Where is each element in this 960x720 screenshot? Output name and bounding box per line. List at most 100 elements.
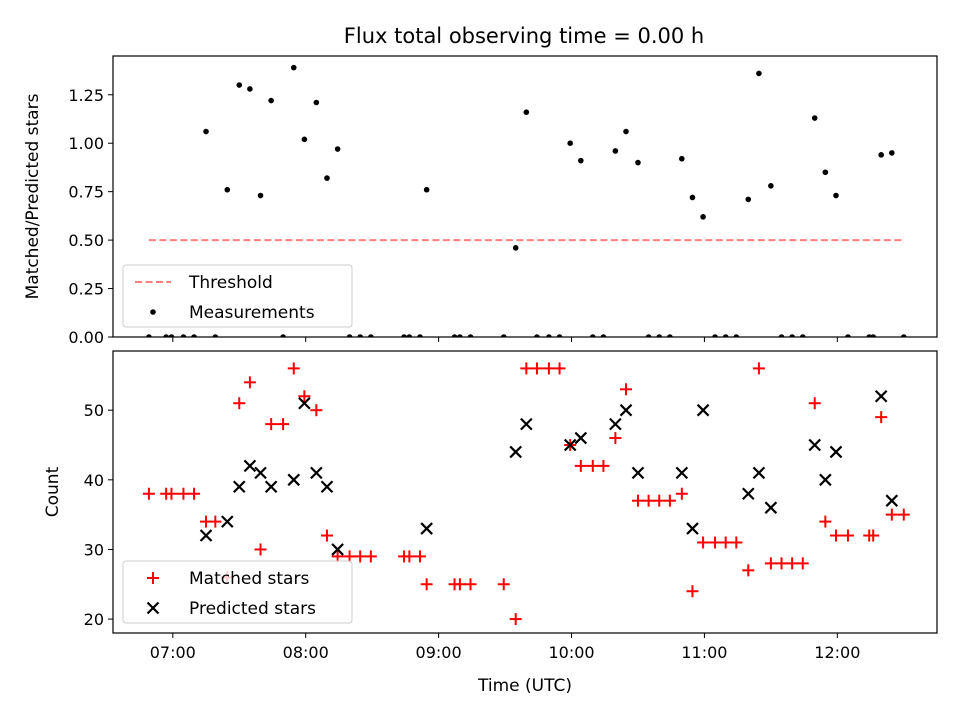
- measurement-point: [534, 334, 540, 337]
- x-tick-label: 08:00: [283, 643, 329, 662]
- marker-stroke: [752, 466, 766, 480]
- matched-star-point: [209, 515, 222, 528]
- measurement-point: [417, 334, 423, 337]
- marker-stroke: [631, 466, 645, 480]
- matched-star-point: [497, 578, 510, 591]
- count-panel: 20 30 40 50 07:00 08:00 09:00 10:00 11:00 12:00 Co…: [43, 350, 938, 696]
- predicted-star-point: [764, 501, 778, 514]
- predicted-star-point: [631, 466, 645, 480]
- predicted-star-point: [686, 522, 699, 535]
- y-tick-label: 0.00: [68, 328, 104, 347]
- matched-star-point: [453, 578, 466, 591]
- legend: Threshold Measurements: [122, 264, 353, 328]
- marker-stroke: [232, 480, 246, 494]
- x-axis-label: Time (UTC): [477, 676, 572, 696]
- measurement-point: [833, 192, 839, 199]
- measurement-point: [900, 334, 907, 337]
- measurement-point: [500, 334, 507, 337]
- marker-stroke: [819, 473, 832, 487]
- measurement-point: [280, 334, 286, 337]
- predicted-star-point: [574, 431, 588, 445]
- marker-stroke: [331, 543, 344, 556]
- measurement-point: [556, 334, 563, 337]
- measurement-point: [324, 175, 330, 181]
- measurement-point: [290, 64, 297, 71]
- matched-star-point: [574, 459, 587, 472]
- x-tick-label: 11:00: [681, 643, 727, 662]
- matched-star-point: [609, 432, 622, 445]
- marker-stroke: [420, 522, 433, 535]
- legend-label: Matched stars: [189, 569, 309, 589]
- legend-matched-symbol: [147, 572, 159, 584]
- matched-star-point: [310, 404, 323, 417]
- legend-label: Predicted stars: [189, 599, 316, 619]
- marker-stroke: [741, 487, 755, 501]
- marker-stroke: [829, 445, 843, 459]
- measurement-point: [700, 214, 706, 220]
- measurement-point: [811, 115, 818, 121]
- matched-star-point: [354, 550, 367, 563]
- matched-star-point: [265, 418, 278, 431]
- matched-star-point: [287, 362, 300, 375]
- predicted-star-point: [232, 480, 246, 494]
- predicted-star-point: [310, 466, 323, 480]
- predicted-star-point: [264, 480, 278, 494]
- matched-star-point: [675, 487, 688, 500]
- measurement-point: [168, 334, 175, 337]
- y-tick-label: 50: [84, 401, 104, 420]
- matched-star-point: [686, 585, 699, 598]
- measurement-point: [600, 334, 607, 337]
- predicted-star-point: [298, 396, 311, 410]
- matched-star-point: [188, 487, 201, 500]
- measurement-point: [313, 99, 320, 106]
- matched-star-point: [364, 550, 377, 563]
- matched-star-point: [343, 550, 356, 563]
- measurement-point: [567, 140, 573, 147]
- measurement-point: [679, 155, 685, 162]
- matched-star-point: [897, 508, 910, 521]
- marker-stroke: [520, 417, 533, 431]
- predicted-star-point: [696, 403, 710, 417]
- matched-star-point: [277, 418, 290, 431]
- measurement-point: [224, 186, 231, 193]
- predicted-star-point: [221, 515, 234, 528]
- matched-star-point: [867, 529, 880, 542]
- measurement-point: [635, 159, 641, 166]
- measurement-point: [180, 334, 187, 337]
- matched-star-point: [841, 529, 854, 542]
- predicted-star-point: [199, 529, 213, 542]
- legend: Matched stars Predicted stars: [122, 560, 353, 624]
- marker-stroke: [221, 515, 234, 528]
- axes-frame: [112, 55, 938, 338]
- marker-stroke: [264, 480, 278, 494]
- matched-star-point: [298, 390, 311, 403]
- marker-stroke: [563, 438, 577, 452]
- legend-label: Threshold: [188, 273, 273, 293]
- marker-stroke: [574, 431, 588, 445]
- predicted-star-point: [874, 389, 888, 403]
- measurement-point: [357, 334, 363, 337]
- measurement-point: [589, 334, 596, 337]
- matched-star-point: [414, 550, 427, 563]
- predicted-star-point: [808, 438, 822, 452]
- measurement-point: [523, 109, 530, 115]
- matched-star-point: [542, 362, 555, 375]
- predicted-star-point: [520, 417, 533, 431]
- matched-star-point: [697, 536, 710, 549]
- marker-stroke: [686, 522, 699, 535]
- y-tick-label: 0.75: [68, 183, 104, 202]
- predicted-star-point: [741, 487, 755, 501]
- matched-star-point: [254, 543, 267, 556]
- matched-star-point: [796, 557, 809, 570]
- matched-star-point: [331, 550, 344, 563]
- matched-star-point: [730, 536, 743, 549]
- measurement-point: [623, 128, 629, 135]
- ratio-panel: 0.00 0.25 0.50 0.75 1.00 1.25 Matched/Predicte…: [23, 55, 938, 347]
- predicted-star-point: [254, 466, 267, 480]
- matched-star-point: [142, 487, 155, 500]
- measurement-point: [212, 334, 219, 337]
- measurement-point: [546, 334, 552, 337]
- matched-star-point: [885, 508, 898, 521]
- matched-star-point: [752, 362, 765, 375]
- marker-stroke: [199, 529, 213, 542]
